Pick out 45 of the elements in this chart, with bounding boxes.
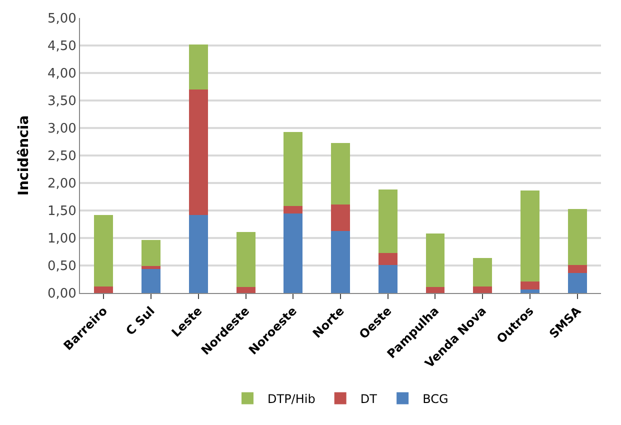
y-tick-label: 0,00 [47,286,76,302]
bar [284,213,303,293]
bar [142,266,161,269]
bar [284,132,303,206]
bar [94,214,114,286]
bar [378,252,398,265]
y-tick-label: 3,00 [47,122,76,137]
bar [331,230,350,293]
bar [236,286,256,293]
bar [94,286,114,293]
bar [520,281,540,290]
y-tick-label: 4,00 [47,66,76,82]
bar [378,264,398,293]
bar [473,258,492,286]
bar [520,290,540,293]
y-axis-title: Incidência [16,115,32,196]
y-tick-label: 0,50 [47,259,76,274]
y-tick-label: 5,00 [47,12,76,27]
y-tick-label: 3,50 [47,94,76,110]
y-tick-label: 2,50 [47,149,76,164]
bar [426,234,445,287]
legend-label: DT [360,392,378,406]
bar [284,206,303,214]
legend-label: BCG [422,392,448,406]
bar [520,190,540,282]
bar [331,204,350,231]
bar [236,232,256,287]
bar [142,268,161,293]
legend-label: DTP/Hib [268,392,316,406]
bar [142,240,161,266]
bar [426,286,445,293]
bar [331,142,350,204]
bar [473,286,492,293]
y-tick-label: 2,00 [47,176,76,192]
bar [378,190,398,253]
y-tick-label: 1,50 [47,204,76,220]
y-tick-label: 4,50 [47,39,76,54]
bar [188,44,208,90]
bar [568,208,587,265]
y-tick-label: 1,00 [47,232,76,247]
bar [568,264,587,274]
x-tick-label: C Sul [123,304,158,338]
bar [568,273,587,293]
bar [188,90,208,215]
bar [188,214,208,293]
